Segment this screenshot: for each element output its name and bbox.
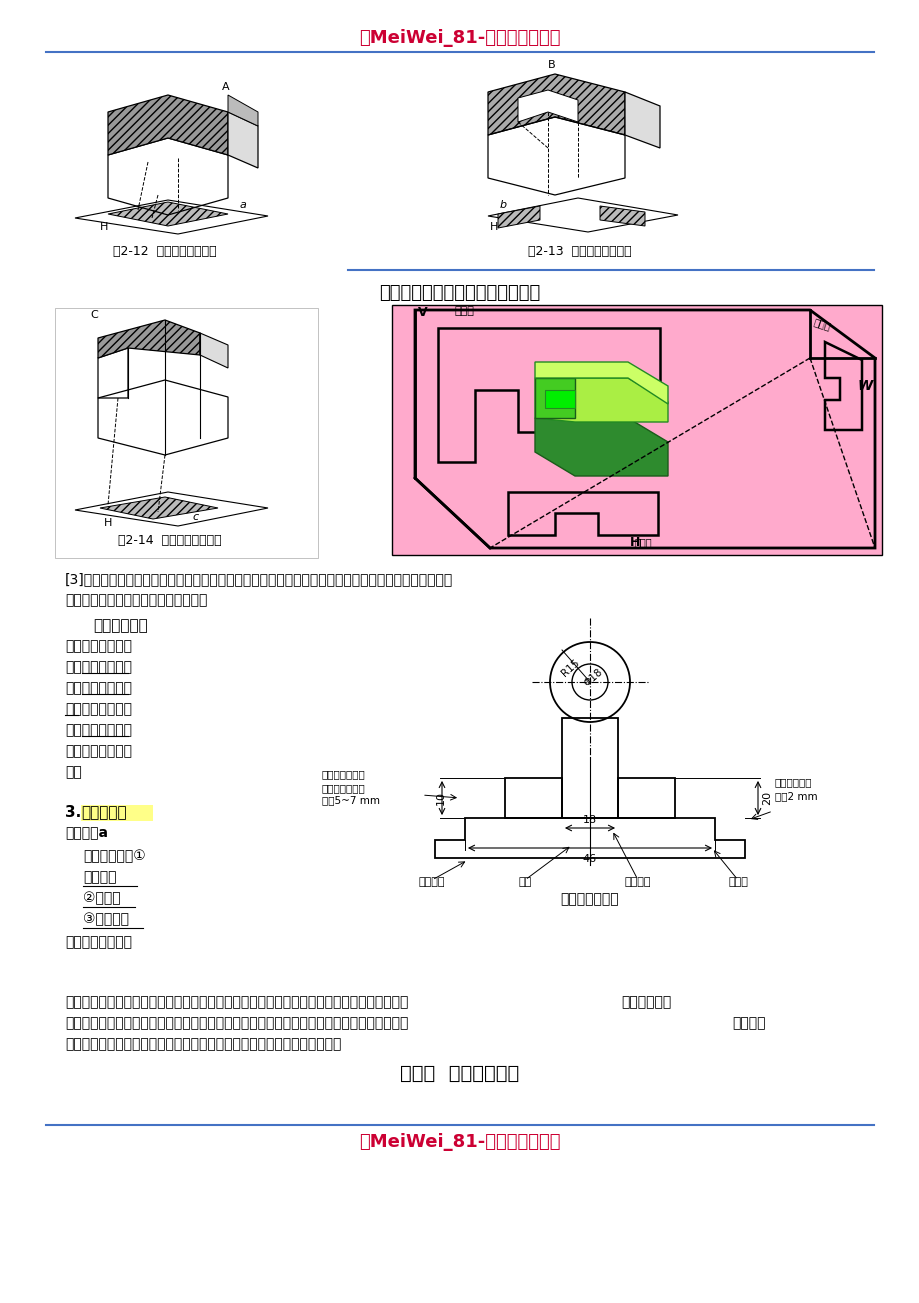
Polygon shape [535, 378, 667, 422]
Text: 图2-13  平面投影的积聚性: 图2-13 平面投影的积聚性 [528, 245, 631, 258]
Text: V: V [417, 306, 427, 319]
Polygon shape [624, 93, 659, 149]
Text: H: H [104, 519, 112, 528]
Polygon shape [100, 496, 218, 519]
Text: 图2-12  平面投影的真实性: 图2-12 平面投影的真实性 [113, 245, 217, 258]
Text: 图2-14  平面投影的收缩性: 图2-14 平面投影的收缩性 [118, 534, 221, 547]
Text: Φ18: Φ18 [582, 666, 604, 688]
Text: 20: 20 [761, 791, 771, 805]
Text: a: a [240, 199, 246, 210]
Text: 尺尺线与轮府线: 尺尺线与轮府线 [322, 783, 366, 794]
Text: 箭头2 mm: 箭头2 mm [774, 791, 817, 801]
Text: 18: 18 [583, 814, 596, 825]
Text: 图反映物体的长和: 图反映物体的长和 [65, 681, 131, 694]
Text: 宽，左视图反映物: 宽，左视图反映物 [65, 702, 131, 717]
Text: 一般的机械: 一般的机械 [81, 805, 127, 820]
Text: 图的规律：长对正、高平齐、宽相等。: 图的规律：长对正、高平齐、宽相等。 [65, 593, 207, 607]
Text: 箭头: 箭头 [517, 877, 531, 887]
Text: 律：主视图反映物: 律：主视图反映物 [65, 638, 131, 653]
Text: H: H [100, 222, 108, 232]
Text: 尺尺线与尺尺线: 尺尺线与尺尺线 [322, 769, 366, 779]
Polygon shape [391, 305, 881, 555]
Polygon shape [108, 95, 228, 155]
Polygon shape [535, 362, 667, 404]
Polygon shape [108, 202, 228, 225]
Text: 等。: 等。 [65, 765, 82, 779]
Text: 尺尺界线: 尺尺界线 [418, 877, 445, 887]
Text: 尺尺线: 尺尺线 [727, 877, 747, 887]
Text: ②尺尺线: ②尺尺线 [83, 891, 120, 906]
Text: 46: 46 [583, 853, 596, 864]
Text: R15: R15 [560, 657, 581, 678]
Text: ③尺尺数字: ③尺尺数字 [83, 912, 129, 926]
Polygon shape [98, 321, 199, 358]
Text: C: C [90, 310, 97, 321]
Text: 是往上标注，水平方向是往字头的左边标注，半圆以上标直径。详细看图。: 是往上标注，水平方向是往字头的左边标注，半圆以上标直径。详细看图。 [65, 1037, 341, 1052]
Text: 以三视图的形式来: 以三视图的形式来 [65, 936, 131, 949]
Text: 相距5~7 mm: 相距5~7 mm [322, 795, 380, 805]
Text: [3]、三视图：三视图是指用三个相互垂直的投影面中的视图来表示物体的形状和大小，叫三视图。三视: [3]、三视图：三视图是指用三个相互垂直的投影面中的视图来表示物体的形状和大小，… [65, 572, 453, 586]
Text: A: A [221, 82, 230, 93]
Text: 表达机械加工方法的一种技术图样，是完成产品机械加工的主要依据。它通常由三视图及其尺: 表达机械加工方法的一种技术图样，是完成产品机械加工的主要依据。它通常由三视图及其… [65, 995, 408, 1009]
FancyBboxPatch shape [81, 805, 153, 821]
Text: 尺尺标注的要素: 尺尺标注的要素 [560, 893, 618, 906]
Polygon shape [228, 95, 257, 126]
Text: W: W [857, 379, 872, 394]
Polygon shape [228, 112, 257, 168]
Text: 正，高平齐，宽相: 正，高平齐，宽相 [65, 744, 131, 758]
Polygon shape [535, 378, 574, 418]
Text: 三视图及其尺: 三视图及其尺 [620, 995, 671, 1009]
Text: 尺尺界线: 尺尺界线 [83, 870, 117, 883]
Text: 尺标注，必要的其他视图、标题栏和文字说明几部分组成。注意：尺尺数字的标注是竖直方向: 尺标注，必要的其他视图、标题栏和文字说明几部分组成。注意：尺尺数字的标注是竖直方… [65, 1016, 408, 1029]
Polygon shape [517, 90, 577, 122]
Polygon shape [487, 74, 624, 136]
Text: 尺尺数字: 尺尺数字 [624, 877, 651, 887]
Text: 10: 10 [436, 791, 446, 805]
Text: B: B [548, 60, 555, 70]
Text: H: H [490, 222, 498, 232]
Text: 主视图: 主视图 [455, 306, 474, 317]
Polygon shape [535, 418, 667, 476]
Text: H: H [630, 536, 640, 549]
Text: 俧视图: 俧视图 [634, 537, 652, 547]
Text: 尺尺三要素：①: 尺尺三要素：① [83, 850, 145, 863]
Polygon shape [199, 334, 228, 367]
Text: 竖直方向: 竖直方向 [732, 1016, 765, 1029]
Text: 第三章  怎样进行设计: 第三章 怎样进行设计 [400, 1065, 519, 1083]
Text: 体的长和高，俧视: 体的长和高，俧视 [65, 661, 131, 674]
Text: c: c [192, 512, 198, 523]
Polygon shape [497, 206, 539, 228]
Polygon shape [599, 206, 644, 225]
Text: 体的高和宽。长对: 体的高和宽。长对 [65, 723, 131, 737]
Text: 「MeiWei_81-优质适用文档」: 「MeiWei_81-优质适用文档」 [358, 1134, 561, 1151]
Polygon shape [544, 390, 574, 408]
Text: b: b [499, 199, 506, 210]
Text: 三视图的形成及其投影规则（２）: 三视图的形成及其投影规则（２） [379, 284, 540, 302]
Text: 尺尺界线超过: 尺尺界线超过 [774, 777, 811, 787]
Text: 加工图：a: 加工图：a [65, 826, 108, 840]
Text: 左视图: 左视图 [811, 317, 831, 332]
Text: 三视图投影规: 三视图投影规 [93, 618, 148, 633]
Text: 「MeiWei_81-优质适用文档」: 「MeiWei_81-优质适用文档」 [358, 29, 561, 47]
Text: 3.: 3. [65, 805, 81, 820]
